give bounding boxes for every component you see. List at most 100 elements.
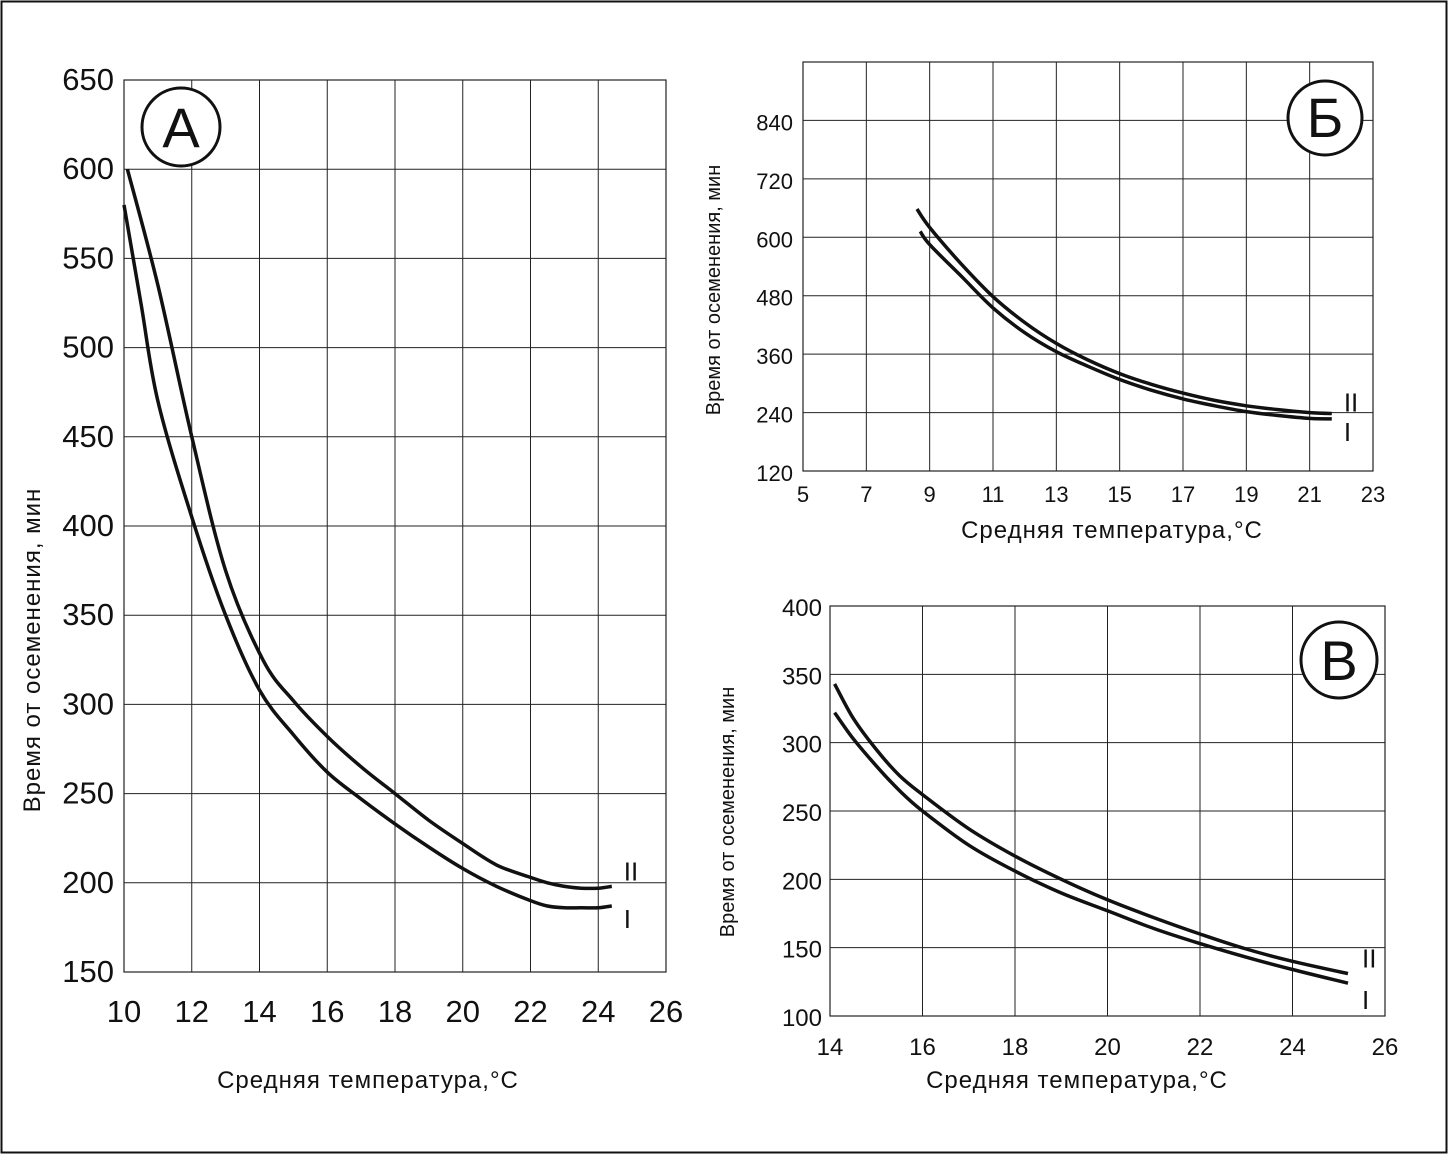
y-tick-label: 100 bbox=[782, 1005, 822, 1032]
x-tick-label: 19 bbox=[1234, 482, 1258, 507]
series-line-i bbox=[122, 204, 613, 910]
y-tick-label: 720 bbox=[756, 169, 793, 194]
y-tick-label: 150 bbox=[782, 937, 822, 964]
badge-circle bbox=[140, 86, 222, 168]
y-tick-label: 600 bbox=[62, 151, 114, 186]
x-tick-label: 9 bbox=[924, 482, 936, 507]
plot-area-border bbox=[123, 79, 667, 973]
y-tick-label: 200 bbox=[782, 868, 822, 895]
x-tick-labels: 10 12 14 16 18 20 22 24 26 bbox=[107, 994, 683, 1029]
curves bbox=[915, 208, 1332, 421]
series-line-i bbox=[918, 230, 1332, 421]
x-tick-labels: 14 16 18 20 22 24 26 bbox=[817, 1034, 1399, 1061]
x-tick-label: 21 bbox=[1297, 482, 1321, 507]
plot-area-border bbox=[802, 61, 1374, 472]
x-tick-label: 23 bbox=[1361, 482, 1385, 507]
badge-circle bbox=[1286, 79, 1364, 157]
panel-badge: А bbox=[140, 86, 222, 168]
y-tick-label: 400 bbox=[62, 508, 114, 543]
plot-border bbox=[829, 605, 1386, 1017]
x-tick-label: 18 bbox=[1002, 1034, 1029, 1061]
x-tick-label: 24 bbox=[1279, 1034, 1306, 1061]
series-line-ii bbox=[125, 168, 613, 891]
y-tick-label: 120 bbox=[756, 461, 793, 486]
x-axis-label: Средняя температура,°С bbox=[961, 517, 1263, 544]
x-tick-label: 20 bbox=[1094, 1034, 1121, 1061]
panel-badge: Б bbox=[1286, 79, 1364, 157]
badge-letter: Б bbox=[1307, 86, 1344, 149]
x-tick-label: 13 bbox=[1044, 482, 1068, 507]
x-tick-label: 16 bbox=[310, 994, 344, 1029]
x-axis-label: Средняя температура,°С bbox=[926, 1067, 1228, 1094]
y-tick-label: 450 bbox=[62, 419, 114, 454]
x-tick-label: 14 bbox=[817, 1034, 844, 1061]
chart-panel-b: 5 7 9 11 13 15 17 19 21 23 120240360480600720840 … bbox=[703, 61, 1385, 544]
y-tick-label: 350 bbox=[62, 597, 114, 632]
series-line-ii bbox=[833, 683, 1349, 976]
series-label-i: I bbox=[1362, 985, 1369, 1015]
plot-border bbox=[802, 61, 1374, 472]
badge-letter: В bbox=[1320, 629, 1357, 692]
y-tick-label: 200 bbox=[62, 865, 114, 900]
y-tick-label: 840 bbox=[756, 110, 793, 135]
series-label-ii: II bbox=[624, 856, 638, 886]
series-label-i: I bbox=[624, 904, 631, 934]
x-tick-label: 24 bbox=[581, 994, 615, 1029]
y-tick-label: 500 bbox=[62, 330, 114, 365]
series-line-i bbox=[833, 711, 1349, 985]
x-tick-label: 15 bbox=[1107, 482, 1131, 507]
x-tick-label: 26 bbox=[1372, 1034, 1399, 1061]
y-tick-label: 650 bbox=[62, 62, 114, 97]
x-tick-label: 11 bbox=[982, 482, 1005, 507]
plot-border bbox=[123, 79, 667, 973]
x-tick-label: 22 bbox=[513, 994, 547, 1029]
y-tick-label: 150 bbox=[62, 954, 114, 989]
y-tick-labels: 150 200 250 300 350 400 450 500 550 600 650 bbox=[62, 62, 114, 989]
x-tick-label: 22 bbox=[1187, 1034, 1214, 1061]
x-tick-label: 14 bbox=[242, 994, 276, 1029]
y-tick-label: 600 bbox=[756, 227, 793, 252]
badge-circle bbox=[1299, 620, 1379, 700]
series-line-ii bbox=[915, 208, 1332, 416]
y-tick-label: 350 bbox=[782, 663, 822, 690]
y-tick-label: 360 bbox=[756, 344, 793, 369]
panel-badge: В bbox=[1299, 620, 1379, 700]
x-tick-label: 7 bbox=[860, 482, 872, 507]
plot-area-border bbox=[829, 605, 1386, 1017]
series-labels: III bbox=[1362, 944, 1376, 1016]
y-tick-label: 400 bbox=[782, 595, 822, 622]
y-tick-label: 550 bbox=[62, 240, 114, 275]
x-tick-label: 5 bbox=[797, 482, 809, 507]
y-tick-label: 300 bbox=[62, 686, 114, 721]
x-tick-label: 16 bbox=[909, 1034, 936, 1061]
y-tick-label: 240 bbox=[756, 403, 793, 428]
x-tick-labels: 5 7 9 11 13 15 17 19 21 23 bbox=[797, 482, 1385, 507]
series-label-i: I bbox=[1344, 417, 1351, 447]
y-tick-label: 250 bbox=[782, 800, 822, 827]
y-tick-label: 250 bbox=[62, 776, 114, 811]
x-tick-label: 18 bbox=[378, 994, 412, 1029]
y-tick-label: 300 bbox=[782, 732, 822, 759]
y-axis-label: Время от осеменения, мин bbox=[19, 488, 46, 813]
x-tick-label: 20 bbox=[446, 994, 480, 1029]
series-labels: III bbox=[1344, 388, 1358, 447]
x-tick-label: 26 bbox=[649, 994, 683, 1029]
series-label-ii: II bbox=[1362, 944, 1376, 974]
y-tick-labels: 120 240 360 480 600 720 840 bbox=[756, 110, 793, 486]
chart-panel-a: 10 12 14 16 18 20 22 24 26 150 200 250 300 350 400 450… bbox=[19, 62, 683, 1094]
series-labels: III bbox=[624, 856, 638, 934]
y-axis-label: Время от осеменения, мин bbox=[703, 165, 725, 416]
y-axis-label: Время от осеменения, мин bbox=[717, 687, 739, 938]
series-label-ii: II bbox=[1344, 388, 1358, 418]
x-tick-label: 10 bbox=[107, 994, 141, 1029]
y-tick-labels: 100 150 200 250 300 350 400 bbox=[782, 595, 822, 1032]
curves bbox=[833, 683, 1349, 985]
y-tick-label: 480 bbox=[756, 286, 793, 311]
x-tick-label: 17 bbox=[1171, 482, 1195, 507]
curves bbox=[122, 168, 613, 910]
x-axis-label: Средняя температура,°С bbox=[217, 1067, 519, 1094]
x-tick-label: 12 bbox=[175, 994, 209, 1029]
